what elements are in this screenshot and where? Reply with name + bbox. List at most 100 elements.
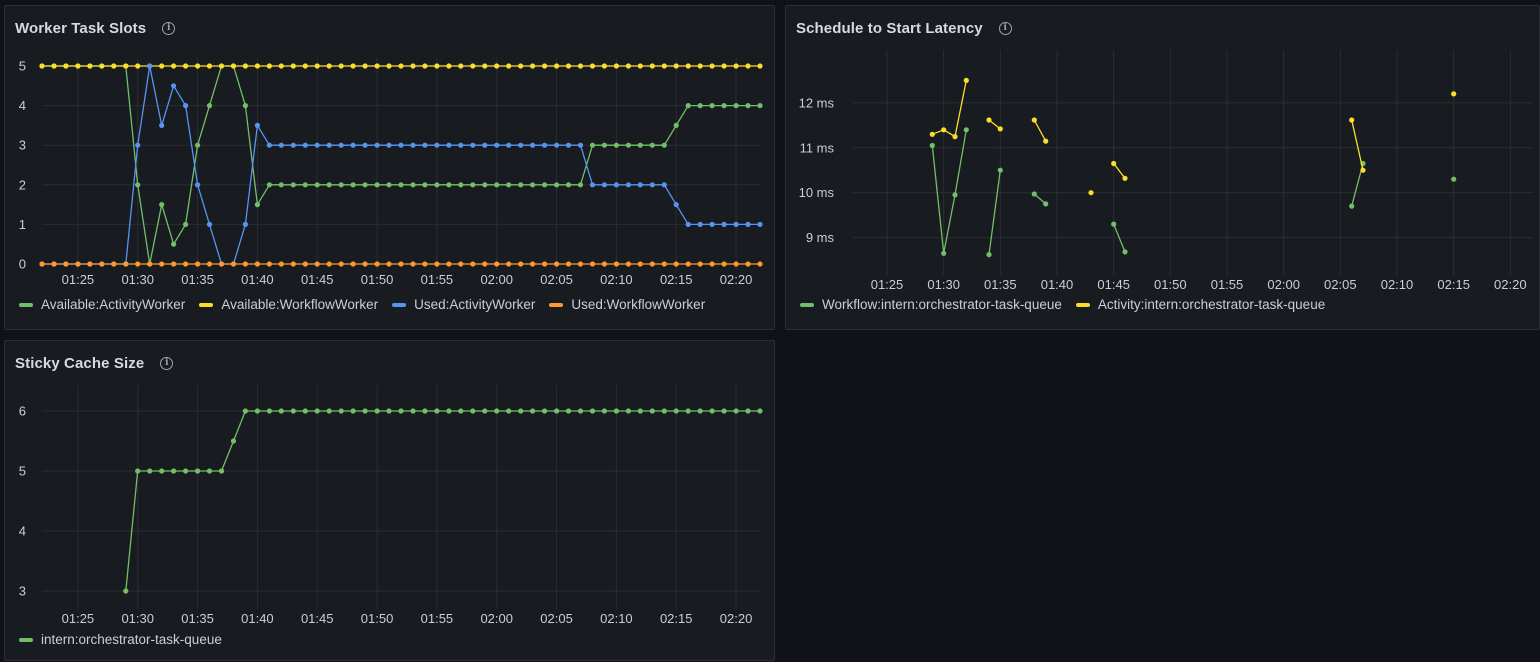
- panel-header[interactable]: Schedule to Start Latency i: [796, 18, 1012, 38]
- data-point: [589, 261, 596, 267]
- data-point: [159, 202, 165, 208]
- data-point: [111, 63, 117, 69]
- y-tick-label: 4: [19, 98, 26, 113]
- data-point: [278, 408, 284, 414]
- data-point: [721, 261, 727, 267]
- legend-item[interactable]: Workflow:intern:orchestrator-task-queue: [800, 297, 1062, 312]
- worker-task-slots-chart[interactable]: 0 1 2 3 4 5 01:25 01:30 01:35 01:40 01:45 01:50 01:5…: [5, 6, 776, 331]
- x-tick-label: 01:30: [121, 272, 154, 287]
- data-point: [518, 182, 524, 188]
- data-point: [362, 408, 368, 414]
- data-point: [986, 252, 992, 258]
- data-point: [147, 468, 153, 474]
- x-tick-label: 02:05: [1324, 277, 1357, 292]
- data-point: [589, 142, 596, 148]
- series-0: [123, 408, 763, 594]
- legend-label: Used:WorkflowWorker: [571, 297, 706, 312]
- data-point: [745, 221, 751, 227]
- data-point: [577, 261, 584, 267]
- x-tick-label: 01:40: [241, 611, 274, 626]
- panel-title[interactable]: Sticky Cache Size: [15, 354, 145, 372]
- data-point: [482, 408, 488, 414]
- x-tick-label: 02:10: [600, 611, 633, 626]
- info-icon[interactable]: i: [998, 21, 1012, 35]
- data-point: [422, 408, 428, 414]
- info-icon[interactable]: i: [160, 356, 174, 370]
- legend-item[interactable]: Used:ActivityWorker: [392, 297, 535, 312]
- data-point: [338, 182, 344, 188]
- info-icon[interactable]: i: [162, 21, 176, 35]
- y-tick-label: 5: [19, 464, 26, 479]
- data-point: [709, 408, 715, 414]
- chart-legend: Workflow:intern:orchestrator-task-queue A…: [800, 297, 1325, 312]
- data-point: [362, 261, 368, 267]
- data-point: [398, 63, 404, 69]
- y-tick-label: 12 ms: [799, 95, 835, 110]
- data-point: [470, 261, 476, 267]
- x-tick-label: 01:25: [62, 272, 95, 287]
- x-tick-label: 01:35: [181, 272, 214, 287]
- panel-title[interactable]: Worker Task Slots: [15, 19, 147, 37]
- data-point: [278, 142, 284, 148]
- series-line: [1033, 119, 1047, 142]
- y-tick-label: 4: [19, 524, 26, 539]
- x-tick-label: 01:30: [927, 277, 960, 292]
- data-point: [589, 408, 596, 414]
- schedule-to-start-latency-chart[interactable]: 9 ms 10 ms 11 ms 12 ms 01:25 01:30 01:35 01:40 0…: [786, 6, 1540, 331]
- legend-swatch: [19, 302, 33, 307]
- legend-label: Workflow:intern:orchestrator-task-queue: [822, 297, 1062, 312]
- data-point: [685, 261, 691, 267]
- data-point: [565, 63, 572, 69]
- data-point: [290, 63, 296, 69]
- data-point: [410, 142, 416, 148]
- data-point: [542, 261, 548, 267]
- legend-item[interactable]: Used:WorkflowWorker: [549, 297, 705, 312]
- data-point: [601, 142, 608, 148]
- data-point: [494, 261, 500, 267]
- data-point: [952, 134, 958, 140]
- data-point: [398, 142, 404, 148]
- data-point: [1088, 190, 1094, 196]
- data-point: [290, 261, 296, 267]
- data-point: [123, 588, 129, 594]
- x-tick-label: 01:25: [62, 611, 95, 626]
- data-point: [721, 408, 727, 414]
- x-tick-label: 01:40: [241, 272, 274, 287]
- data-point: [530, 261, 536, 267]
- series-line: [42, 65, 760, 265]
- legend-item[interactable]: Available:WorkflowWorker: [199, 297, 378, 312]
- data-point: [733, 103, 739, 109]
- legend-label: Available:WorkflowWorker: [221, 297, 379, 312]
- data-point: [326, 182, 332, 188]
- panel-header[interactable]: Worker Task Slots i: [15, 18, 176, 38]
- data-point: [506, 63, 512, 69]
- data-point: [625, 182, 632, 188]
- data-point: [721, 221, 727, 227]
- data-point: [99, 63, 105, 69]
- legend-item[interactable]: Available:ActivityWorker: [19, 297, 185, 312]
- y-tick-label: 9 ms: [806, 230, 835, 245]
- data-point: [601, 261, 608, 267]
- series-0: [39, 63, 763, 267]
- data-point: [314, 261, 320, 267]
- data-point: [554, 261, 560, 267]
- data-point: [266, 261, 272, 267]
- data-point: [518, 261, 524, 267]
- chart-legend: Available:ActivityWorker Available:Workfl…: [19, 297, 705, 312]
- data-point: [326, 408, 332, 414]
- data-point: [554, 63, 560, 69]
- data-point: [589, 182, 596, 188]
- data-point: [195, 63, 201, 69]
- panel-header[interactable]: Sticky Cache Size i: [15, 353, 174, 373]
- legend-item[interactable]: Activity:intern:orchestrator-task-queue: [1075, 297, 1325, 312]
- data-point: [963, 77, 969, 83]
- x-tick-label: 01:25: [871, 277, 904, 292]
- data-point: [374, 63, 380, 69]
- sticky-cache-size-chart[interactable]: 3 4 5 6 01:25 01:30 01:35 01:40 01:45 01:50 01:55 0…: [5, 341, 776, 662]
- data-point: [1122, 249, 1128, 255]
- data-point: [577, 142, 584, 148]
- legend-item[interactable]: intern:orchestrator-task-queue: [19, 632, 222, 647]
- data-point: [1111, 160, 1117, 167]
- panel-title[interactable]: Schedule to Start Latency: [796, 19, 983, 37]
- data-point: [1111, 221, 1117, 227]
